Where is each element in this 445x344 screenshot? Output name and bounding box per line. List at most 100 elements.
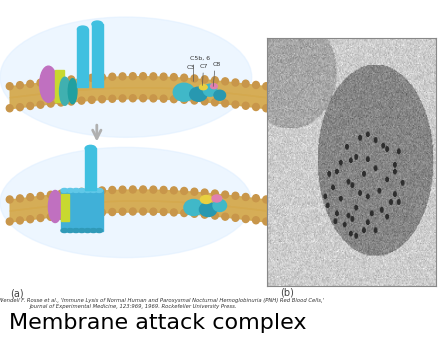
Circle shape [170, 209, 177, 216]
Circle shape [6, 218, 13, 225]
Ellipse shape [49, 191, 62, 223]
Ellipse shape [73, 228, 79, 233]
Circle shape [201, 76, 208, 83]
Ellipse shape [84, 228, 91, 233]
Circle shape [27, 194, 33, 201]
Circle shape [99, 209, 105, 216]
Ellipse shape [90, 189, 97, 192]
Bar [96, 191, 103, 230]
Circle shape [57, 77, 65, 84]
Text: C3: C3 [186, 65, 195, 70]
Text: Membrane attack complex: Membrane attack complex [9, 313, 307, 333]
Circle shape [201, 211, 208, 218]
Bar [61, 191, 68, 230]
Circle shape [263, 196, 270, 203]
Bar [77, 29, 88, 87]
Circle shape [129, 186, 136, 193]
Circle shape [47, 213, 54, 221]
Bar [55, 70, 64, 102]
Circle shape [129, 95, 136, 102]
Circle shape [211, 77, 218, 84]
Circle shape [6, 105, 13, 112]
Circle shape [37, 192, 44, 200]
Circle shape [68, 189, 75, 196]
Circle shape [78, 211, 85, 217]
Circle shape [16, 82, 23, 89]
Ellipse shape [78, 189, 85, 192]
Ellipse shape [77, 26, 88, 32]
Circle shape [253, 217, 259, 224]
Circle shape [181, 74, 187, 81]
Circle shape [57, 212, 65, 219]
Ellipse shape [173, 83, 194, 101]
Circle shape [222, 100, 229, 107]
Circle shape [201, 98, 208, 105]
Circle shape [16, 104, 23, 111]
Circle shape [99, 74, 105, 81]
Text: C5b, 6: C5b, 6 [190, 56, 210, 61]
Ellipse shape [67, 228, 73, 233]
Circle shape [16, 217, 23, 224]
Circle shape [253, 195, 259, 202]
Circle shape [150, 73, 157, 80]
Circle shape [16, 195, 23, 202]
Circle shape [57, 99, 65, 106]
Circle shape [191, 188, 198, 195]
Ellipse shape [61, 228, 68, 233]
Circle shape [211, 212, 218, 219]
Circle shape [109, 95, 116, 102]
Ellipse shape [213, 200, 227, 212]
Circle shape [78, 97, 85, 104]
Circle shape [89, 74, 95, 81]
Circle shape [160, 95, 167, 102]
Circle shape [263, 83, 270, 90]
Circle shape [78, 75, 85, 82]
Text: C7: C7 [200, 64, 208, 69]
Ellipse shape [67, 189, 73, 192]
Ellipse shape [210, 84, 217, 89]
Circle shape [99, 96, 105, 103]
Circle shape [47, 191, 54, 198]
Circle shape [68, 98, 75, 105]
Circle shape [89, 209, 95, 217]
Circle shape [27, 103, 33, 109]
Circle shape [181, 187, 187, 194]
Ellipse shape [200, 195, 212, 204]
Circle shape [6, 196, 13, 203]
Circle shape [170, 74, 177, 80]
Ellipse shape [203, 84, 217, 96]
Circle shape [119, 208, 126, 215]
Circle shape [68, 211, 75, 218]
Circle shape [201, 189, 208, 196]
Bar [73, 191, 79, 230]
Circle shape [99, 187, 105, 194]
Circle shape [232, 192, 239, 199]
Bar [61, 194, 69, 221]
Circle shape [37, 215, 44, 222]
Circle shape [243, 102, 249, 109]
Circle shape [47, 100, 54, 107]
Circle shape [6, 83, 13, 90]
Circle shape [191, 75, 198, 82]
Circle shape [181, 96, 187, 103]
Circle shape [211, 190, 218, 197]
Circle shape [150, 95, 157, 102]
Circle shape [47, 78, 54, 85]
Circle shape [160, 186, 167, 193]
Circle shape [211, 99, 218, 106]
Circle shape [222, 213, 229, 220]
Circle shape [129, 208, 136, 215]
Circle shape [140, 73, 146, 80]
Ellipse shape [199, 203, 217, 216]
Bar [85, 148, 96, 191]
Circle shape [191, 97, 198, 104]
Ellipse shape [0, 147, 252, 258]
Bar [67, 191, 73, 230]
Circle shape [232, 79, 239, 86]
Circle shape [57, 190, 65, 197]
Circle shape [160, 208, 167, 215]
Circle shape [37, 101, 44, 108]
Circle shape [37, 79, 44, 86]
Ellipse shape [96, 189, 103, 192]
Ellipse shape [0, 17, 252, 137]
